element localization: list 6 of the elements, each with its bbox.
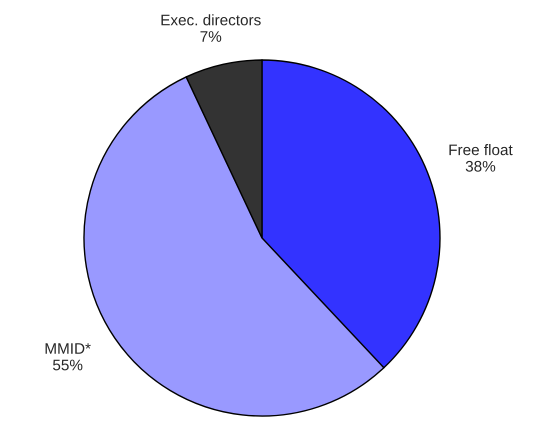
slice-label: Exec. directors: [161, 14, 261, 26]
slice-label: MMID*: [46, 343, 91, 354]
slice-label: Free float: [449, 144, 513, 156]
data-label: 55%: [52, 360, 82, 370]
data-label: 7%: [200, 31, 222, 42]
data-label: 38%: [466, 160, 496, 172]
